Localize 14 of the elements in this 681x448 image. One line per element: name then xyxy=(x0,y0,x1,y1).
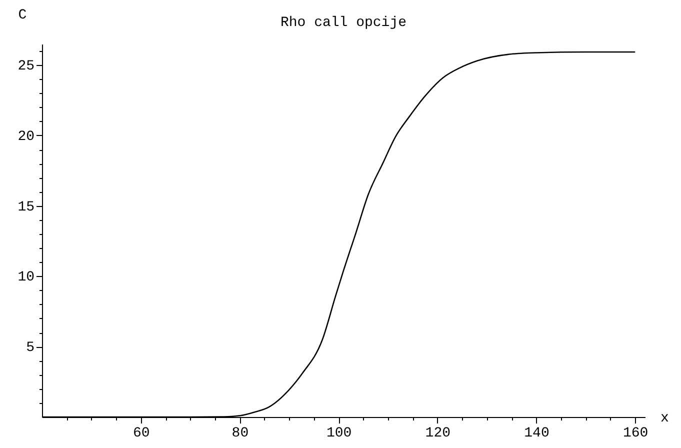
x-tick-label: 120 xyxy=(425,426,451,442)
y-tick-label: 10 xyxy=(18,270,34,286)
y-tick-label: 20 xyxy=(18,128,34,145)
y-tick-label: 5 xyxy=(26,340,34,356)
x-tick-label: 140 xyxy=(524,426,550,442)
chart-title: Rho call opcije xyxy=(280,15,407,31)
x-tick-label: 60 xyxy=(132,426,150,442)
y-tick-label: 25 xyxy=(18,58,34,75)
x-tick-label: 80 xyxy=(232,426,249,442)
x-tick-label: 100 xyxy=(326,426,352,442)
y-tick-label: 15 xyxy=(18,199,34,216)
x-tick-label: 160 xyxy=(623,426,648,442)
y-axis-title: C xyxy=(18,8,27,24)
x-axis-title: x xyxy=(660,410,669,426)
